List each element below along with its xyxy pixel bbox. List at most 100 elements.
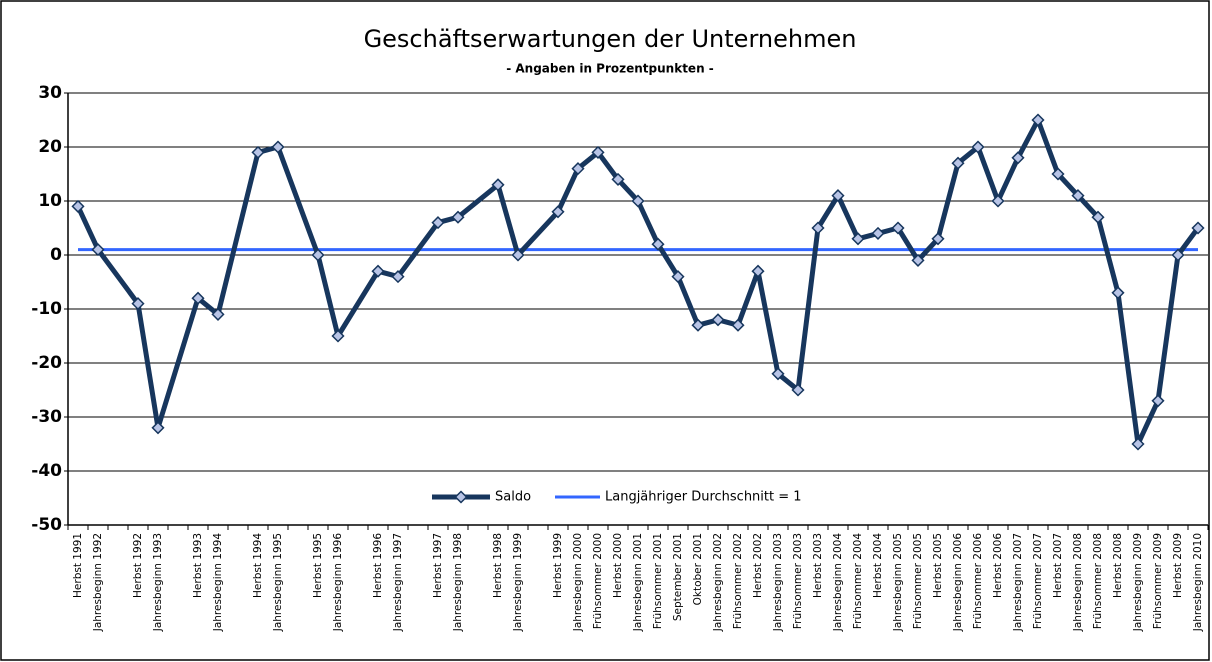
- x-tick-label: Jahresbeginn 1999: [512, 533, 524, 632]
- x-tick-label: Frühsommer 2008: [1092, 533, 1104, 629]
- x-tick-label: Herbst 1994: [252, 533, 264, 598]
- x-tick-label: Frühsommer 2002: [732, 533, 744, 629]
- x-tick-label: Herbst 2007: [1052, 533, 1064, 598]
- x-tick-label: Frühsommer 2006: [972, 533, 984, 629]
- data-point: [1111, 286, 1125, 300]
- x-tick-label: Jahresbeginn 2004: [832, 533, 844, 633]
- x-tick-label: Jahresbeginn 2000: [572, 533, 584, 632]
- x-tick-label: Jahresbeginn 2002: [712, 533, 724, 632]
- y-tick-label: -20: [31, 353, 62, 373]
- data-point: [791, 383, 805, 397]
- x-tick-label: Frühsommer 2009: [1152, 533, 1164, 629]
- data-point: [1011, 151, 1025, 165]
- data-point: [251, 145, 265, 159]
- x-tick-label: Frühsommer 2000: [592, 533, 604, 629]
- data-point: [1191, 221, 1205, 235]
- x-tick-label: Frühsommer 2005: [912, 533, 924, 629]
- data-point: [831, 189, 845, 203]
- y-tick-label: 30: [38, 83, 62, 103]
- data-point: [771, 367, 785, 381]
- data-point: [191, 291, 205, 305]
- x-tick-label: Frühsommer 2007: [1032, 533, 1044, 629]
- y-tick-label: -40: [31, 461, 62, 481]
- x-tick-label: Jahresbeginn 1992: [92, 533, 104, 632]
- data-point: [591, 145, 605, 159]
- data-point: [691, 318, 705, 332]
- x-tick-label: Jahresbeginn 2008: [1072, 533, 1084, 632]
- x-tick-label: Jahresbeginn 1996: [332, 533, 344, 633]
- x-tick-label: Oktober 2001: [692, 533, 704, 605]
- data-point: [851, 232, 865, 246]
- x-tick-label: Jahresbeginn 1998: [452, 533, 464, 632]
- data-point: [711, 313, 725, 327]
- x-tick-label: Herbst 2006: [992, 533, 1004, 598]
- x-tick-label: Jahresbeginn 2003: [772, 533, 784, 632]
- data-point: [891, 221, 905, 235]
- legend-label: Saldo: [495, 490, 531, 505]
- x-tick-label: Herbst 2003: [812, 533, 824, 598]
- x-tick-label: Jahresbeginn 2010: [1192, 533, 1204, 632]
- x-tick-label: Jahresbeginn 2001: [632, 533, 644, 632]
- data-point: [611, 172, 625, 186]
- data-point: [991, 194, 1005, 208]
- data-point: [651, 237, 665, 251]
- data-point: [731, 318, 745, 332]
- y-tick-label: 10: [38, 191, 62, 211]
- data-point: [931, 232, 945, 246]
- x-tick-label: Herbst 2008: [1112, 533, 1124, 598]
- data-point: [331, 329, 345, 343]
- data-point: [371, 264, 385, 278]
- data-point: [131, 297, 145, 311]
- data-point: [151, 421, 165, 435]
- x-tick-label: Jahresbeginn 1994: [212, 533, 224, 633]
- x-tick-label: September 2001: [672, 533, 684, 621]
- data-point: [491, 178, 505, 192]
- data-point: [91, 243, 105, 257]
- chart-title: Geschäftserwartungen der Unternehmen: [364, 25, 857, 53]
- data-point: [1151, 394, 1165, 408]
- chart-subtitle: - Angaben in Prozentpunkten -: [506, 62, 714, 76]
- data-point: [951, 156, 965, 170]
- data-point: [431, 216, 445, 230]
- x-tick-label: Jahresbeginn 2005: [892, 533, 904, 632]
- data-point: [1091, 210, 1105, 224]
- x-tick-label: Herbst 1995: [312, 533, 324, 598]
- x-tick-label: Jahresbeginn 1993: [152, 533, 164, 632]
- data-point: [911, 253, 925, 267]
- data-point: [671, 270, 685, 284]
- data-point: [551, 205, 565, 219]
- x-tick-label: Jahresbeginn 1995: [272, 533, 284, 632]
- x-tick-label: Herbst 1999: [552, 533, 564, 598]
- data-point: [1071, 189, 1085, 203]
- data-point: [871, 226, 885, 240]
- x-tick-label: Herbst 2009: [1172, 533, 1184, 598]
- data-point: [631, 194, 645, 208]
- x-tick-label: Herbst 1992: [132, 533, 144, 598]
- data-point: [1131, 437, 1145, 451]
- data-point: [1051, 167, 1065, 181]
- x-tick-label: Jahresbeginn 2009: [1132, 533, 1144, 632]
- x-tick-label: Herbst 1993: [192, 533, 204, 598]
- x-tick-label: Herbst 2004: [872, 533, 884, 598]
- x-tick-label: Herbst 1996: [372, 533, 384, 598]
- x-tick-label: Frühsommer 2001: [652, 533, 664, 629]
- x-tick-label: Herbst 2000: [612, 533, 624, 598]
- x-tick-label: Herbst 2005: [932, 533, 944, 598]
- y-tick-label: -10: [31, 299, 62, 319]
- data-point: [811, 221, 825, 235]
- data-point: [751, 264, 765, 278]
- data-point: [511, 248, 525, 262]
- x-tick-label: Herbst 2002: [752, 533, 764, 598]
- legend-label: Langjähriger Durchschnitt = 1: [605, 490, 802, 505]
- y-tick-label: 20: [38, 137, 62, 157]
- x-tick-label: Jahresbeginn 2007: [1012, 533, 1024, 632]
- y-tick-label: 0: [50, 245, 62, 265]
- x-tick-label: Herbst 1991: [72, 533, 84, 598]
- data-point: [1031, 113, 1045, 127]
- x-tick-label: Jahresbeginn 1997: [392, 533, 404, 632]
- x-tick-label: Frühsommer 2003: [792, 533, 804, 629]
- data-point: [451, 210, 465, 224]
- data-point: [971, 140, 985, 154]
